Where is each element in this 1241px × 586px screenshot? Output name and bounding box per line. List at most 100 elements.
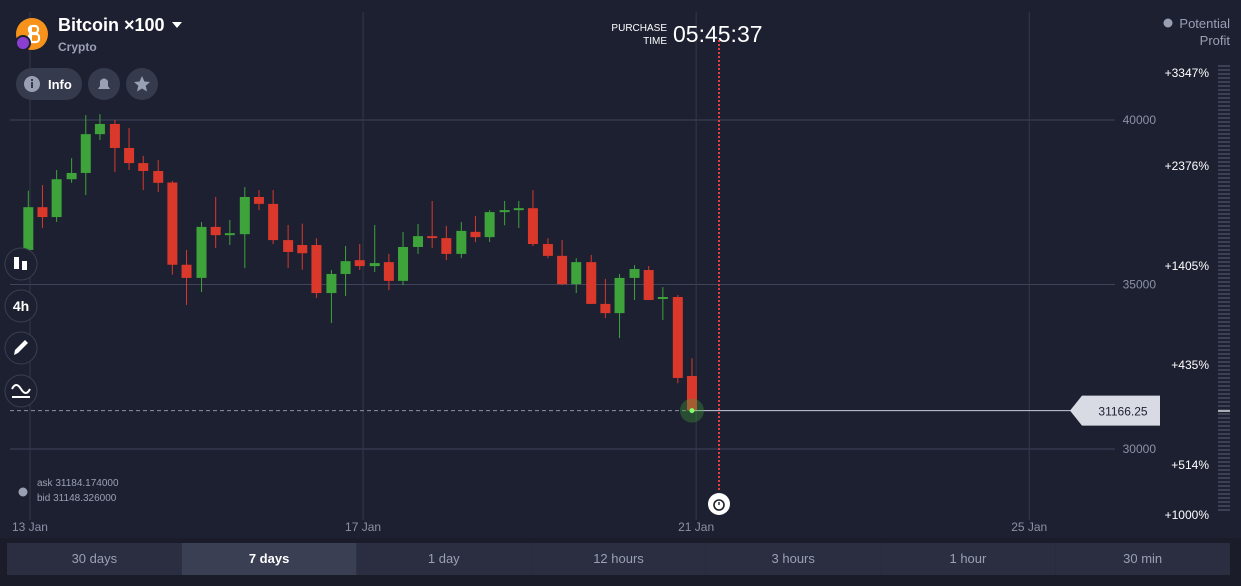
candle-icon [22,261,27,270]
candle-body [513,208,524,211]
candle-body [181,264,192,278]
candle-body [427,236,438,239]
y-tick-label: 35000 [1123,278,1157,292]
candle-body [643,270,654,300]
candle-body [499,210,510,213]
candle-body [470,231,481,238]
tab[interactable] [356,543,532,575]
ask-price: ask 31184.174000 [37,478,119,489]
candle-body [109,123,120,148]
tab-label: 30 days [72,551,118,566]
candle-body [571,262,582,285]
candle-body [253,196,264,204]
candle-body [369,263,380,267]
candle-body [224,233,235,236]
candle-body [283,240,294,252]
candle-body [210,226,221,236]
timer-glyph [713,499,725,511]
candle-body [542,244,553,256]
purchase-label: TIME [643,36,667,47]
x-tick-label: 21 Jan [678,520,714,534]
help-icon[interactable] [1163,18,1173,28]
profit-label: +1000% [1165,508,1210,522]
tab[interactable] [181,543,357,575]
candle-body [66,172,77,180]
asset-subtitle: Crypto [58,40,97,54]
timeframe-label: 4h [13,298,29,314]
profit-label: Profit [1200,33,1231,48]
help-icon[interactable] [18,487,28,497]
candle-body [398,246,409,281]
price-tag [1070,395,1160,426]
candle-body [311,245,322,294]
tab[interactable] [1055,543,1230,575]
tab[interactable] [7,543,182,575]
candle-body [383,262,394,281]
candle-body [657,297,668,299]
candle-body [94,123,105,135]
candle-body [557,255,568,285]
candle-body [297,245,308,254]
timeframe-tabs: 30 days 7 days 1 day 12 hours 3 hours 1 hour 3… [7,543,1230,575]
y-tick-label: 40000 [1123,113,1157,127]
candle-body [527,208,538,245]
tab-label: 1 hour [949,551,987,566]
candle-body [484,212,495,238]
candle-body [51,179,62,218]
profit-label: +3347% [1165,66,1210,80]
tab[interactable] [705,543,881,575]
candle-body [614,277,625,314]
profit-label: +1405% [1165,259,1210,273]
info-button[interactable] [16,68,82,100]
indicator-icon [11,384,31,398]
candle-body [196,226,207,278]
profit-scale: +3347% +2376% +1405% +435% +514% +1000% [1165,66,1210,522]
tab-label: 30 min [1123,551,1162,566]
tab-label: 12 hours [593,551,644,566]
candle-body [413,236,424,247]
candle-icon [14,257,19,269]
price-dot [689,408,695,414]
candle-body [686,375,697,411]
profit-ladder [1218,65,1230,511]
info-label: Info [48,77,72,92]
dropdown-arrow[interactable] [172,22,182,28]
tab[interactable] [531,543,706,575]
chart-type-button[interactable] [4,247,38,281]
price-tag-label: 31166.25 [1098,405,1147,419]
multiplier-badge [15,35,31,51]
plot: 31166.25 [10,114,1230,426]
bid-price: bid 31148.326000 [37,493,117,504]
candle-body [629,269,640,278]
candle-body [326,273,337,294]
tab[interactable] [880,543,1056,575]
asset-title[interactable]: Bitcoin ×100 [58,15,165,35]
pencil-icon [14,340,28,355]
candle-body [340,261,351,274]
candle-body [138,163,149,171]
timeframe-button[interactable] [4,289,38,323]
tab-label: 3 hours [772,551,816,566]
info-glyph [31,79,33,81]
candle-body [167,182,178,265]
purchase-time: 05:45:37 [673,21,763,47]
y-tick-label: 30000 [1123,442,1157,456]
tab-label: 1 day [428,551,460,566]
candle-body [153,170,164,183]
indicator-button[interactable] [4,374,38,408]
profit-label: Potential [1179,16,1230,31]
candle-body [37,207,48,218]
candle-body [354,260,365,267]
candle-body [23,207,34,250]
star-icon [134,76,150,92]
candle-body [124,147,135,164]
profit-label: +514% [1171,458,1209,472]
purchase-label: PURCHASE [611,23,667,34]
candle-body [672,297,683,378]
tab-label: 7 days [249,551,289,566]
candle-body [456,230,467,254]
x-tick-label: 17 Jan [345,520,381,534]
candle-body [80,134,91,173]
